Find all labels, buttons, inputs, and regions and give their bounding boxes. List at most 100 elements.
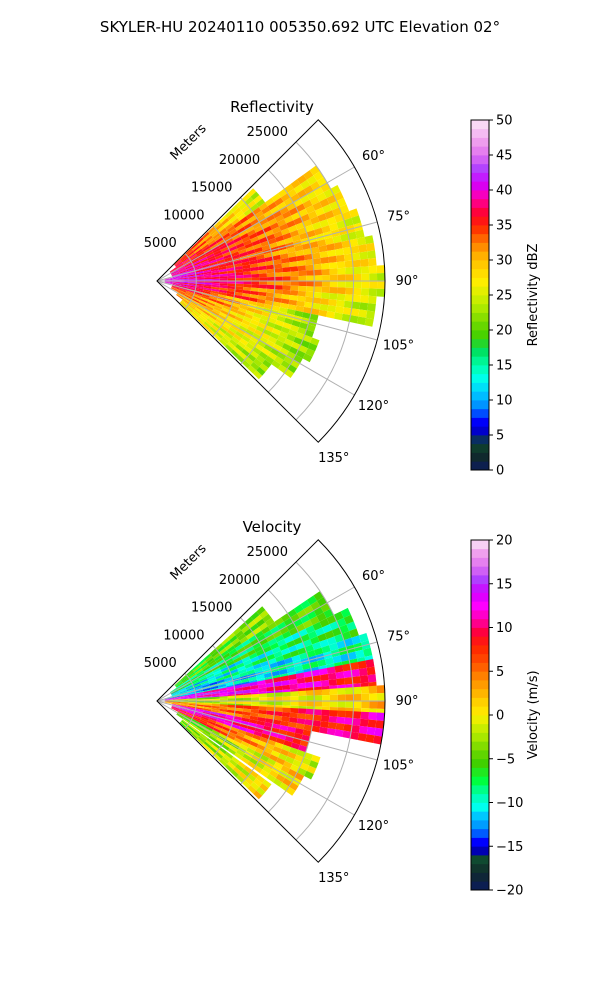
radar-gate — [283, 760, 293, 769]
radar-gate — [195, 307, 203, 314]
radar-gate — [306, 690, 315, 696]
colorbar-segment — [471, 181, 489, 191]
radar-gate — [232, 740, 242, 747]
radar-gate — [186, 726, 194, 733]
colorbar-segment — [471, 645, 489, 655]
radar-gate — [245, 246, 255, 252]
radar-gate — [281, 294, 290, 300]
radar-gate — [217, 749, 226, 757]
radar-gate — [208, 259, 217, 264]
colorbar-tick-label: 5 — [496, 665, 504, 680]
radar-gate — [345, 694, 354, 701]
radar-gate — [219, 327, 227, 335]
radar-gate — [357, 733, 367, 742]
radar-gate — [297, 265, 306, 272]
radar-gate — [351, 252, 361, 261]
radar-gate — [209, 746, 218, 754]
radar-gate — [203, 741, 212, 749]
radar-gate — [277, 351, 287, 361]
radar-gate — [253, 765, 263, 774]
radar-gate — [368, 288, 377, 297]
radar-gate — [241, 656, 251, 663]
radar-gate — [227, 698, 236, 701]
radar-gate — [268, 638, 278, 646]
radar-gate — [283, 355, 294, 365]
range-tick-label: 25000 — [247, 125, 288, 140]
radar-gate — [361, 281, 370, 289]
radar-gate — [225, 736, 235, 743]
radar-gate — [321, 645, 331, 654]
radar-gate — [280, 253, 289, 260]
radar-gate — [277, 364, 288, 374]
radar-gate — [211, 270, 220, 274]
radar-gate — [172, 282, 181, 284]
radar-gate — [211, 282, 220, 286]
radar-gate — [172, 283, 181, 286]
radar-gate — [192, 680, 201, 685]
radar-gate — [219, 758, 228, 767]
radar-gate — [180, 276, 189, 279]
radar-gate — [242, 267, 251, 272]
radar-gate — [196, 703, 205, 706]
radar-gate — [265, 743, 275, 751]
colorbar-segment — [471, 295, 489, 305]
radar-gate — [226, 315, 235, 322]
azimuth-tick-label: 105° — [383, 339, 414, 354]
colorbar-segment — [471, 575, 489, 585]
radar-gate — [256, 254, 265, 260]
radar-gate — [234, 710, 243, 715]
radar-gate — [212, 281, 220, 284]
radar-gate — [212, 667, 221, 674]
radar-gate — [237, 729, 247, 735]
radar-gate — [180, 697, 189, 699]
radar-gate — [196, 276, 205, 279]
radar-gate — [365, 659, 375, 668]
radar-gate — [337, 687, 346, 695]
radar-gate — [196, 317, 204, 325]
radar-gate — [188, 276, 197, 279]
azimuth-gridline — [156, 280, 378, 341]
radar-gate — [180, 698, 189, 701]
radar-gate — [201, 716, 209, 721]
radar-gate — [248, 722, 257, 728]
radar-gate — [247, 725, 256, 731]
radar-gate — [351, 725, 360, 733]
radar-gate — [311, 252, 321, 260]
radar-gate — [223, 640, 232, 648]
radar-gate — [235, 275, 244, 279]
radar-gate — [290, 708, 299, 714]
radar-gate — [191, 677, 199, 683]
radar-gate — [193, 715, 201, 720]
radar-gate — [231, 233, 241, 241]
radar-gate — [219, 215, 228, 224]
radar-gate — [280, 675, 289, 682]
colorbar-segment — [471, 120, 489, 130]
radar-gate — [185, 265, 194, 270]
radar-gate — [295, 642, 305, 650]
radar-gate — [214, 252, 223, 258]
radar-gate — [286, 246, 296, 254]
radar-gate — [198, 255, 207, 261]
radar-gate — [203, 708, 212, 712]
radar-gate — [263, 343, 273, 352]
radar-gate — [209, 715, 218, 720]
radar-gate — [171, 706, 179, 711]
radar-gate — [320, 182, 331, 193]
radar-gate — [271, 723, 281, 730]
radar-gate — [234, 684, 243, 689]
radar-gate — [320, 679, 330, 687]
radar-gate — [313, 269, 322, 276]
radar-gate — [375, 720, 385, 729]
radar-gate — [192, 260, 201, 265]
radar-gate — [280, 326, 290, 334]
radar-gate — [272, 343, 282, 352]
radar-gate — [368, 295, 377, 304]
radar-gate — [220, 309, 229, 316]
radar-gate — [269, 313, 278, 320]
radar-gate — [241, 683, 251, 688]
radar-gate — [280, 360, 291, 369]
radar-gate — [352, 711, 362, 719]
radar-gate — [249, 770, 259, 779]
radar-gate — [293, 618, 303, 628]
radar-gate — [199, 660, 207, 668]
